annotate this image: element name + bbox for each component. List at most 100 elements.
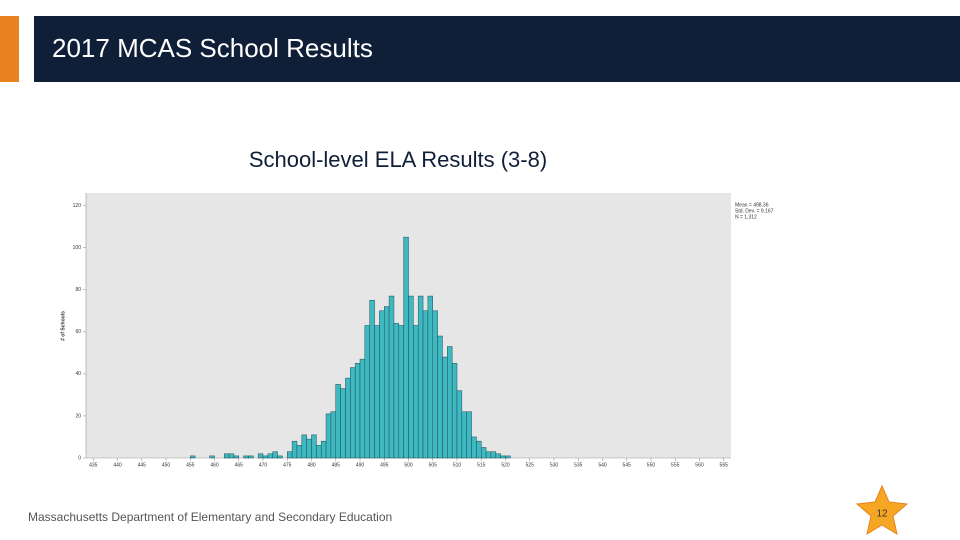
bar	[374, 325, 380, 459]
bar	[505, 455, 511, 459]
bar	[354, 363, 361, 459]
chart-title: School-level ELA Results (3-8)	[249, 147, 547, 172]
x-tick-label: 490	[356, 462, 365, 468]
page-number: 12	[876, 509, 888, 520]
bar	[325, 413, 332, 459]
bar	[262, 455, 269, 459]
bar	[485, 451, 492, 459]
bar	[277, 455, 283, 459]
bar	[316, 445, 322, 459]
x-tick-label: 440	[113, 462, 122, 468]
x-tick-label: 560	[695, 462, 704, 468]
y-tick-label: 80	[75, 287, 81, 293]
y-tick-label: 40	[75, 371, 81, 377]
x-tick-label: 515	[477, 462, 486, 468]
x-tick-label: 565	[720, 462, 729, 468]
bar	[447, 346, 453, 459]
bar	[413, 325, 419, 459]
bar	[267, 453, 273, 459]
bar	[403, 236, 409, 459]
bar	[461, 411, 467, 459]
x-tick-label: 445	[138, 462, 147, 468]
bar	[335, 384, 341, 459]
bar	[350, 367, 356, 459]
x-tick-label: 545	[623, 462, 632, 468]
x-tick-label: 455	[186, 462, 195, 468]
bar	[437, 335, 443, 459]
bar	[296, 445, 303, 459]
slide-title: 2017 MCAS School Results	[52, 33, 373, 63]
x-tick-label: 505	[429, 462, 438, 468]
bar	[427, 295, 433, 459]
x-tick-label: 510	[453, 462, 462, 468]
bar	[384, 306, 390, 459]
bar	[287, 451, 293, 459]
bar	[223, 453, 230, 459]
bar	[466, 411, 472, 459]
x-tick-label: 450	[162, 462, 171, 468]
bar	[398, 325, 404, 459]
bar	[209, 455, 215, 459]
bar	[500, 455, 506, 459]
bar	[306, 438, 312, 459]
bar	[345, 377, 351, 459]
bar	[311, 434, 317, 459]
bar	[291, 440, 298, 459]
footer: Massachusetts Department of Elementary a…	[28, 510, 392, 524]
bar	[369, 300, 375, 459]
y-tick-label: 20	[75, 413, 81, 419]
bar	[190, 455, 196, 459]
x-tick-label: 525	[526, 462, 535, 468]
bar	[243, 455, 249, 459]
bar	[480, 447, 487, 459]
x-tick-label: 470	[259, 462, 268, 468]
bar	[422, 310, 429, 459]
x-tick-label: 555	[671, 462, 680, 468]
bar	[257, 453, 264, 459]
bar	[228, 453, 235, 459]
stats-annotation: Mean = 498.36	[735, 202, 769, 208]
y-tick-label: 100	[73, 245, 82, 251]
bar	[432, 310, 438, 459]
page-star	[855, 484, 909, 536]
x-tick-label: 550	[647, 462, 656, 468]
bar	[233, 455, 240, 459]
bar	[408, 295, 414, 459]
x-tick-label: 435	[89, 462, 98, 468]
x-tick-label: 485	[332, 462, 341, 468]
y-tick-label: 0	[78, 455, 81, 461]
bar	[272, 451, 278, 459]
accent-bar	[0, 16, 19, 82]
x-tick-label: 460	[210, 462, 219, 468]
bar	[248, 455, 254, 459]
x-tick-label: 540	[598, 462, 607, 468]
bar	[490, 451, 497, 459]
bar	[451, 363, 458, 459]
bar	[393, 323, 400, 459]
bar	[379, 310, 385, 459]
y-tick-label: 60	[75, 329, 81, 335]
bar	[456, 390, 463, 459]
bar	[417, 295, 424, 459]
x-tick-label: 530	[550, 462, 559, 468]
stats-annotation: Std. Dev. = 9.167	[735, 208, 774, 214]
bar	[442, 356, 448, 459]
x-tick-label: 520	[501, 462, 510, 468]
x-tick-label: 535	[574, 462, 583, 468]
x-tick-label: 495	[380, 462, 389, 468]
bar	[476, 440, 482, 459]
bar	[320, 440, 327, 459]
bar	[364, 325, 370, 459]
bar	[330, 411, 337, 459]
x-tick-label: 500	[404, 462, 413, 468]
stats-annotation: N = 1,312	[735, 214, 757, 220]
y-axis-label: # of Schools	[60, 311, 66, 341]
header-bar	[34, 16, 960, 82]
bar	[301, 434, 307, 459]
x-tick-label: 480	[307, 462, 316, 468]
bar	[359, 358, 366, 459]
x-tick-label: 475	[283, 462, 292, 468]
y-tick-label: 120	[73, 203, 82, 209]
bar	[340, 388, 346, 459]
